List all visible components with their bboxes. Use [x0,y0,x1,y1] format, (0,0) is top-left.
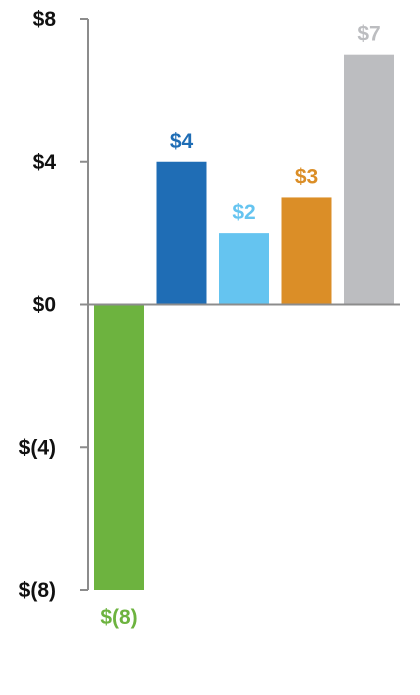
y-tick-label-3: $(4) [19,436,56,459]
bar-0 [94,304,144,590]
bar-1 [156,161,207,305]
y-axis-tick-labels: $8 $4 $0 $(4) $(8) [19,8,57,602]
y-tick-label-0: $8 [33,8,57,31]
bars-layer [94,54,394,590]
y-tick-label-2: $0 [33,294,56,317]
data-labels: $(8) $4 $2 $3 $7 [100,23,380,629]
y-tick-label-1: $4 [33,151,57,174]
data-label-1: $4 [170,130,194,153]
data-label-0: $(8) [100,606,137,629]
data-label-4: $7 [357,23,380,46]
y-tick-label-4: $(8) [19,579,56,602]
y-axis-ticks [80,18,88,591]
data-label-3: $3 [295,165,318,188]
bar-2 [219,233,269,305]
bar-4 [344,54,394,305]
bar-3 [281,197,332,305]
data-label-2: $2 [232,201,255,224]
